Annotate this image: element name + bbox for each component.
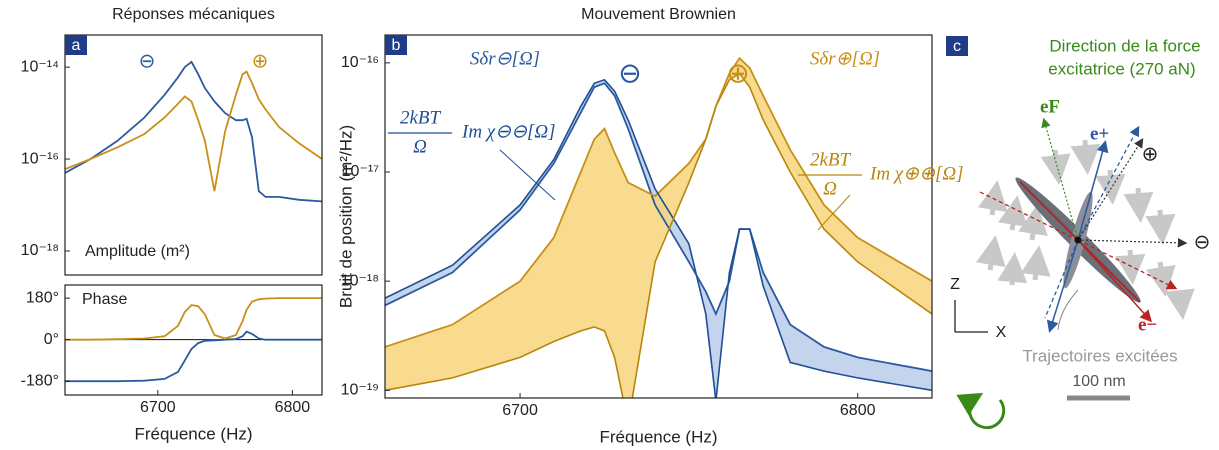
- axes-icon: [954, 300, 988, 333]
- y-tick-label: 10⁻¹⁸: [21, 242, 59, 259]
- panel-letter: a: [72, 37, 81, 54]
- frame: [384, 34, 933, 399]
- peak-symbol: ⊖: [618, 57, 641, 88]
- x-label: X: [996, 324, 1007, 341]
- y-tick-label: 10⁻¹⁸: [341, 272, 379, 289]
- plot-area: [385, 56, 932, 398]
- series-line: [65, 330, 322, 383]
- y-tick-label: 10⁻¹⁷: [342, 163, 380, 180]
- pointer: [1057, 289, 1079, 331]
- e-minus-arrow: [1077, 239, 1153, 323]
- inner-label: Amplitude (m²): [85, 243, 190, 260]
- fill-area: [385, 79, 932, 398]
- y-axis-label: Bruit de position (m²/Hz): [336, 125, 355, 308]
- plot-area: [65, 297, 322, 383]
- e-plus-arrow: [1046, 239, 1079, 333]
- blue-dash: [1044, 239, 1079, 319]
- rotation-icon: [956, 392, 1006, 430]
- y-tick-label: 10⁻¹⁶: [21, 150, 59, 167]
- panel-letter: c: [953, 38, 961, 55]
- pointer: [817, 194, 851, 231]
- scale-label: 100 nm: [1072, 373, 1125, 390]
- series-name: Sδr⊕[Ω]: [810, 48, 880, 69]
- force-title: Direction de la force: [1049, 36, 1200, 55]
- fraction-numerator: 2kBT: [810, 149, 852, 170]
- series-name: Im χ⊕⊕[Ω]: [869, 163, 964, 184]
- panel-letter: b: [392, 37, 401, 54]
- series-name: Im χ⊖⊖[Ω]: [461, 121, 556, 142]
- field-arrows: [976, 139, 1195, 320]
- plus-label: ⊕: [1142, 143, 1159, 165]
- y-tick-label: 10⁻¹⁹: [341, 382, 379, 399]
- x-tick-label: 6700: [140, 399, 176, 416]
- series-line: [385, 78, 932, 398]
- force-title: excitatrice (270 aN): [1048, 59, 1195, 78]
- pointer: [499, 149, 556, 201]
- panel-badge: [65, 35, 87, 55]
- panel-badge: [946, 36, 968, 56]
- blue-dash: [1077, 125, 1140, 241]
- x-axis-label: Fréquence (Hz): [134, 424, 252, 443]
- x-axis-label: Fréquence (Hz): [599, 427, 717, 446]
- frame: [64, 34, 323, 276]
- plot-area: [65, 60, 322, 203]
- inner-label: Phase: [82, 291, 127, 308]
- y-tick-label: 180°: [26, 289, 59, 306]
- y-tick-label: 10⁻¹⁴: [21, 58, 60, 75]
- series-line: [65, 60, 322, 203]
- center: [1074, 236, 1082, 244]
- minus-label: ⊖: [1194, 231, 1211, 253]
- e-minus-label: e−: [1138, 314, 1157, 335]
- x-tick-label: 6800: [840, 402, 876, 419]
- x-tick-label: 6800: [275, 399, 311, 416]
- series-line: [65, 297, 322, 341]
- series-line: [385, 82, 932, 372]
- peak-symbol: ⊖: [139, 50, 156, 72]
- trajectories-label: Trajectoires excitées: [1022, 346, 1177, 365]
- series-line: [65, 70, 322, 192]
- x-tick-label: 6700: [502, 402, 538, 419]
- y-tick-label: 0°: [44, 331, 59, 348]
- fraction-denominator: Ω: [413, 136, 427, 157]
- panel-c: c Direction de la force excitatrice (270…: [946, 36, 1211, 430]
- fraction-numerator: 2kBT: [400, 107, 442, 128]
- fraction-denominator: Ω: [823, 178, 837, 199]
- y-tick-label: 10⁻¹⁶: [341, 54, 379, 71]
- peak-symbol: ⊕: [252, 50, 269, 72]
- y-tick-label: -180°: [21, 372, 59, 389]
- e-plus-label: e+: [1090, 123, 1109, 144]
- chart-title: Mouvement Brownien: [581, 6, 736, 23]
- z-label: Z: [950, 276, 960, 293]
- fill-area: [385, 58, 932, 398]
- force-arrow: [1041, 117, 1079, 241]
- e-plus-arrow: [1077, 140, 1109, 241]
- series-line: [385, 72, 932, 398]
- panel-badge: [385, 35, 407, 55]
- chart-title: Réponses mécaniques: [112, 6, 275, 23]
- series-line: [385, 56, 932, 348]
- e-f-label: eF: [1040, 96, 1060, 117]
- minus-axis: [1077, 238, 1188, 248]
- peak-symbol: ⊕: [726, 57, 749, 88]
- series-name: Sδr⊖[Ω]: [470, 48, 540, 69]
